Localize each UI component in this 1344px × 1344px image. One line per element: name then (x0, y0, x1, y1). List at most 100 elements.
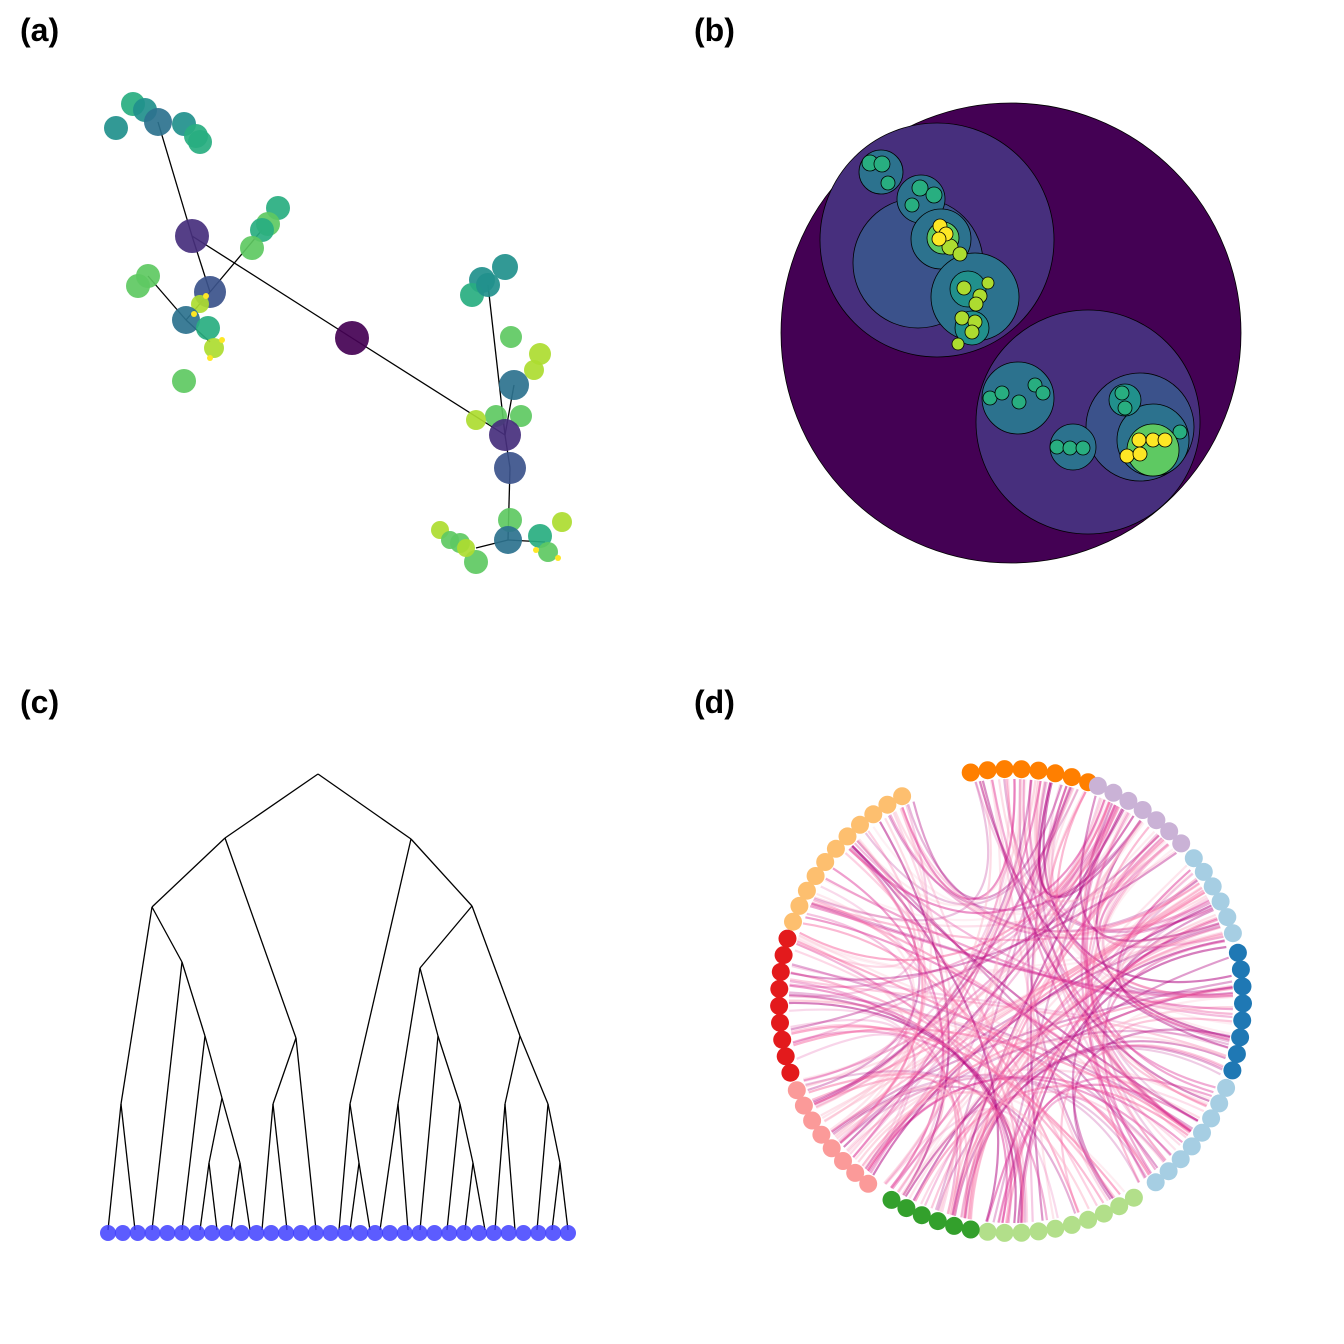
ring-node (784, 912, 802, 931)
network-leaf-node (219, 337, 225, 343)
packing-circle (952, 246, 968, 262)
edge-bundle (796, 940, 1150, 1176)
dendrogram-branch (472, 1162, 486, 1231)
dendrogram-leaf (203, 1225, 220, 1241)
edge-bundle (1029, 785, 1068, 1221)
dendrogram-leaf (159, 1225, 176, 1241)
dendrogram-leaf (545, 1225, 562, 1241)
edge-bundle (912, 939, 1225, 1202)
network-node (489, 419, 521, 451)
dendrogram-branch (559, 1162, 569, 1231)
packing-circle (925, 186, 943, 204)
packing-circle (1157, 432, 1173, 448)
ring-node (893, 787, 912, 806)
dendrogram-branch (459, 1103, 474, 1164)
packing-circle (968, 296, 984, 312)
dendrogram-branch (379, 1103, 399, 1231)
ring-node (1203, 877, 1222, 896)
ring-node (774, 946, 793, 965)
edge-bundle (789, 978, 1227, 1057)
edge-bundle (974, 781, 1102, 895)
network-node (498, 508, 522, 532)
dendrogram-leaf (367, 1225, 384, 1241)
edge-bundle (1018, 779, 1114, 1199)
edge-bundle (829, 807, 932, 1131)
dendrogram-branch (419, 1035, 439, 1231)
edge-bundle (1116, 995, 1234, 1100)
ring-node (1133, 801, 1152, 819)
network-node (529, 343, 551, 365)
network-node (188, 130, 212, 154)
dendrogram-leaf (515, 1225, 532, 1241)
packing-circle (1172, 424, 1188, 440)
dendrogram-leaf (322, 1225, 339, 1241)
network-node (240, 236, 264, 260)
edge-bundle (1028, 779, 1167, 1161)
edge-bundle (1104, 901, 1211, 1157)
ring-node (1012, 1223, 1031, 1242)
dendrogram-leaf (248, 1225, 265, 1241)
edge-bundle (960, 984, 1233, 1218)
edge-bundle (856, 779, 1027, 907)
packing-circle (1132, 446, 1148, 462)
edge-bundle (793, 1027, 1191, 1133)
edge-bundle (1071, 908, 1214, 1199)
packing-circle (951, 337, 965, 351)
ring-node (1124, 1188, 1143, 1207)
edge-bundle (864, 1029, 1229, 1170)
edge-bundle (820, 885, 946, 1194)
ring-node (1160, 822, 1179, 841)
ring-node (1231, 1028, 1250, 1047)
ring-node (1227, 1045, 1246, 1063)
edge-bundle (1079, 795, 1220, 942)
network-node (335, 321, 369, 355)
ring-node (882, 1190, 901, 1209)
ring-node (1223, 1061, 1242, 1080)
edge-bundle (820, 886, 1203, 1117)
edge-bundle (1033, 780, 1233, 998)
panel-d-label: (d) (694, 684, 735, 720)
dendrogram-leaf (129, 1225, 146, 1241)
dendrogram-leaf (218, 1225, 235, 1241)
network-node (175, 219, 209, 253)
edge-bundle (960, 1047, 1222, 1218)
edge-bundle (830, 889, 1204, 1133)
network-node (494, 526, 522, 554)
ring-node (1217, 1078, 1236, 1097)
ring-node (770, 979, 789, 998)
dendrogram-leaf (441, 1225, 458, 1241)
dendrogram-branch (230, 1162, 241, 1231)
dendrogram-branch (120, 1103, 136, 1231)
edge-bundle (998, 872, 1194, 1223)
dendrogram-branch (295, 1037, 317, 1231)
dendrogram-branch (349, 1162, 360, 1231)
edge-bundle (805, 889, 1205, 1087)
edge-bundle (802, 922, 1080, 1213)
edge-bundle (866, 891, 1206, 1172)
dendrogram-branch (221, 1097, 241, 1164)
network-edge (157, 121, 193, 237)
ring-node (1029, 761, 1048, 780)
edge-bundle (1038, 782, 1135, 898)
ring-node (978, 761, 997, 780)
dendrogram-branch (151, 961, 183, 1231)
network-node (191, 295, 209, 313)
panel-b-label: (b) (694, 12, 735, 48)
edge-bundle (799, 801, 1111, 962)
network-node (528, 524, 552, 548)
edge-bundle (806, 912, 915, 1104)
ring-node (1234, 994, 1252, 1013)
dendrogram-leaf (307, 1225, 324, 1241)
edge-bundle (1047, 784, 1233, 1016)
ring-node (1012, 760, 1031, 779)
dendrogram-leaf (189, 1225, 205, 1241)
edge-bundle (981, 780, 1210, 1103)
ring-node (794, 1096, 813, 1115)
ring-node (1194, 862, 1213, 881)
dendrogram-leaf (174, 1225, 191, 1241)
dendrogram-leaf (396, 1225, 413, 1241)
dendrogram-branch (224, 773, 319, 839)
packing-circle (1035, 385, 1051, 401)
edge-bundle (844, 852, 1098, 1207)
